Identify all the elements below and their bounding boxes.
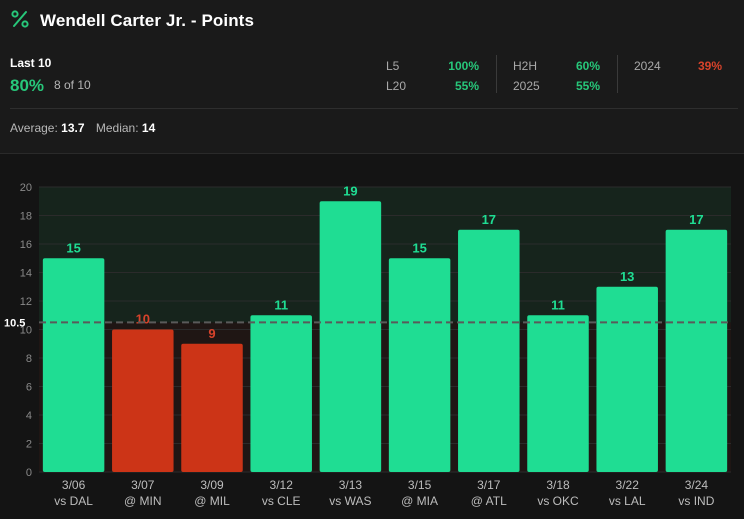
bar-3-15 bbox=[388, 258, 451, 472]
bar-value-label: 13 bbox=[620, 269, 634, 284]
y-tick-label: 4 bbox=[26, 410, 32, 422]
bar-value-label: 17 bbox=[689, 212, 703, 227]
divider bbox=[10, 108, 738, 109]
y-tick-label: 2 bbox=[26, 439, 32, 451]
bar-3-06 bbox=[42, 258, 105, 472]
x-tick-opponent: @ MIN bbox=[124, 494, 162, 508]
bar-value-label: 10 bbox=[136, 312, 150, 327]
x-tick-date: 3/06 bbox=[62, 478, 86, 492]
points-bar-chart: 0 2 4 6 8 10 12 14 16 18 20 15 3/06 vs DAL 10 3/07 @ MIN… bbox=[4, 182, 731, 508]
chart-panel: 0 2 4 6 8 10 12 14 16 18 20 15 3/06 vs DAL 10 3/07 @ MIN… bbox=[0, 153, 744, 519]
x-tick-opponent: vs OKC bbox=[537, 494, 579, 508]
x-tick-date: 3/18 bbox=[546, 478, 570, 492]
bar-3-09 bbox=[181, 343, 243, 472]
bar-value-label: 11 bbox=[274, 297, 288, 312]
x-tick-opponent: vs IND bbox=[678, 494, 714, 508]
bar-3-17 bbox=[458, 229, 520, 472]
split-label-l5: L5 bbox=[386, 59, 400, 73]
x-tick-opponent: vs DAL bbox=[54, 494, 93, 508]
x-tick-date: 3/15 bbox=[408, 478, 432, 492]
average-label: Average: bbox=[10, 121, 58, 135]
bar-3-13 bbox=[319, 201, 382, 472]
last-hit-count: 8 of 10 bbox=[54, 78, 91, 92]
x-tick-opponent: vs WAS bbox=[329, 494, 371, 508]
x-tick-opponent: @ MIL bbox=[194, 494, 230, 508]
x-tick-opponent: @ MIA bbox=[401, 494, 438, 508]
x-tick-opponent: vs LAL bbox=[609, 494, 646, 508]
median-label: Median: bbox=[95, 121, 139, 135]
last-label: Last 10 bbox=[10, 56, 52, 70]
x-tick-date: 3/22 bbox=[616, 478, 640, 492]
bar-3-24 bbox=[665, 229, 728, 472]
average-median: Average: 13.7 Median: 14 bbox=[10, 121, 155, 135]
split-label-l20: L20 bbox=[386, 79, 407, 93]
bar-3-07 bbox=[112, 329, 174, 472]
split-label-2025: 2025 bbox=[513, 79, 540, 93]
y-tick-label: 8 bbox=[26, 353, 32, 365]
bar-value-label: 19 bbox=[343, 183, 357, 198]
split-value-2025: 55% bbox=[575, 79, 600, 93]
bar-value-label: 15 bbox=[412, 240, 426, 255]
bar-value-label: 9 bbox=[208, 326, 215, 341]
bar-value-label: 11 bbox=[551, 297, 565, 312]
x-tick-date: 3/12 bbox=[270, 478, 294, 492]
split-value-h2h: 60% bbox=[575, 59, 600, 73]
split-value-l20: 55% bbox=[454, 79, 479, 93]
y-tick-label: 18 bbox=[20, 211, 32, 223]
y-tick-label: 10 bbox=[20, 325, 32, 337]
divider bbox=[617, 55, 618, 93]
bar-value-label: 17 bbox=[482, 212, 496, 227]
y-tick-label: 0 bbox=[26, 467, 32, 479]
threshold-label: 10.5 bbox=[4, 317, 25, 329]
stats-panel: Last 10 80% 8 of 10 L5 100% L20 55% H2H … bbox=[0, 50, 744, 108]
y-tick-label: 6 bbox=[26, 382, 32, 394]
x-tick-date: 3/13 bbox=[339, 478, 363, 492]
bar-3-18 bbox=[527, 315, 589, 472]
header: Wendell Carter Jr. - Points bbox=[0, 0, 744, 42]
page-title: Wendell Carter Jr. - Points bbox=[40, 11, 254, 30]
bar-3-12 bbox=[250, 315, 312, 472]
split-label-2024: 2024 bbox=[634, 59, 661, 73]
x-tick-opponent: vs CLE bbox=[262, 494, 301, 508]
divider bbox=[496, 55, 497, 93]
split-label-h2h: H2H bbox=[513, 59, 538, 73]
y-tick-label: 16 bbox=[20, 239, 32, 251]
y-tick-label: 12 bbox=[20, 296, 32, 308]
y-tick-label: 14 bbox=[20, 268, 32, 280]
x-tick-opponent: @ ATL bbox=[471, 494, 507, 508]
split-value-2024: 39% bbox=[697, 59, 722, 73]
x-tick-date: 3/24 bbox=[685, 478, 709, 492]
x-tick-date: 3/07 bbox=[131, 478, 155, 492]
percent-icon bbox=[11, 10, 29, 28]
x-tick-date: 3/09 bbox=[200, 478, 224, 492]
bar-3-22 bbox=[596, 286, 658, 472]
y-tick-label: 20 bbox=[20, 182, 32, 194]
average-value: 13.7 bbox=[61, 121, 85, 135]
bar-value-label: 15 bbox=[66, 240, 80, 255]
split-value-l5: 100% bbox=[448, 59, 479, 73]
median-value: 14 bbox=[141, 121, 156, 135]
x-tick-date: 3/17 bbox=[477, 478, 501, 492]
last-hit-rate: 80% bbox=[10, 76, 45, 95]
